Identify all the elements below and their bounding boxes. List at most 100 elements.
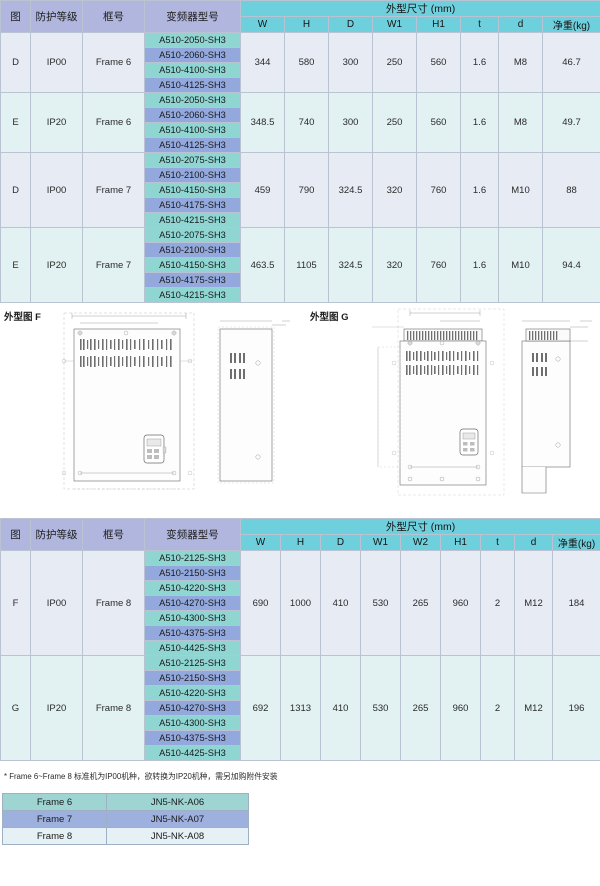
model-number-cell: A510-2060-SH3 [144,107,241,123]
table-row: A510-4175-SH3 [1,272,600,288]
model-number-cell: A510-4270-SH3 [144,700,241,716]
t1-value-4: 760 [416,152,461,228]
table-row: A510-2100-SH3 [1,242,600,258]
model-number-cell: A510-2150-SH3 [144,670,241,686]
t2-value-3: 530 [360,655,401,761]
table-row: A510-4425-SH3 [1,745,600,761]
t1-value-0: 463.5 [240,227,285,303]
t1-figure-cell: D [0,152,31,228]
outline-drawing-g [372,308,592,496]
model-number-cell: A510-4425-SH3 [144,640,241,656]
t1-header-h1: H1 [416,16,461,33]
t1-value-0: 348.5 [240,92,285,153]
t2-value-1: 1313 [280,655,321,761]
t1-value-1: 1105 [284,227,329,303]
t1-value-5: 1.6 [460,152,499,228]
model-number-cell: A510-4100-SH3 [144,62,241,78]
t2-header-净重kg: 净重(kg) [551,534,600,551]
t1-value-1: 580 [284,32,329,93]
t1-value-0: 344 [240,32,285,93]
t2-header-model: 变频器型号 [144,518,241,551]
t2-header-w1: W1 [360,534,401,551]
t1-value-2: 300 [328,92,373,153]
t2-value-4: 265 [400,550,441,656]
table-row: E IP20 Frame 7 A510-2075-SH3 463.5 1105 324.5 3… [0,227,600,303]
table-row: A510-4100-SH3 [1,62,600,78]
outline-drawings-section: 外型图 F 外型图 G [0,303,600,518]
t1-value-7: 94.4 [541,227,600,303]
accessory-frame-cell: Frame 8 [2,827,107,845]
t1-value-3: 320 [372,227,417,303]
t1-protection-cell: IP20 [30,227,83,303]
t1-header-d: d [498,16,543,33]
table-row: A510-4215-SH3 [1,287,600,303]
t1-figure-cell: E [0,92,31,153]
model-number-cell: A510-4100-SH3 [144,122,241,138]
model-number-cell: A510-4125-SH3 [144,77,241,93]
t2-header-d: d [514,534,553,551]
model-number-cell: A510-2060-SH3 [144,47,241,63]
t1-value-4: 760 [416,227,461,303]
model-number-cell: A510-2075-SH3 [144,227,241,243]
table-row: A510-4150-SH3 [1,257,600,273]
t1-value-6: M8 [498,92,543,153]
model-number-cell: A510-4270-SH3 [144,595,241,611]
table-row: A510-4150-SH3 [1,182,600,198]
t2-value-3: 530 [360,550,401,656]
t2-figure-cell: G [0,655,31,761]
table-row: A510-4425-SH3 [1,640,600,656]
model-number-cell: A510-4150-SH3 [144,182,241,198]
drawing-label-g: 外型图 G [310,312,349,323]
t1-value-5: 1.6 [460,227,499,303]
t1-protection-cell: IP00 [30,32,83,93]
t2-header-frame: 框号 [82,518,145,551]
outline-drawing-f [61,312,290,490]
table-row: A510-4220-SH3 [1,685,600,701]
t1-frame-cell: Frame 6 [82,32,145,93]
t1-value-7: 88 [541,152,600,228]
t2-frame-cell: Frame 8 [82,655,145,761]
t2-value-1: 1000 [280,550,321,656]
table-row: A510-4175-SH3 [1,197,600,213]
t1-value-7: 49.7 [541,92,600,153]
t1-frame-cell: Frame 7 [82,152,145,228]
t1-value-2: 324.5 [328,152,373,228]
t2-value-4: 265 [400,655,441,761]
accessory-code-cell: JN5-NK-A06 [106,793,249,811]
t2-value-5: 960 [440,655,481,761]
t2-value-0: 692 [240,655,281,761]
table-row: D IP00 Frame 6 A510-2050-SH3 344 580 300 250 560… [0,32,600,93]
model-number-cell: A510-2125-SH3 [144,550,241,566]
t1-value-2: 300 [328,32,373,93]
model-number-cell: A510-4215-SH3 [144,212,241,228]
t2-value-8: 184 [551,550,600,656]
t2-frame-cell: Frame 8 [82,550,145,656]
table-row: A510-4375-SH3 [1,730,600,746]
model-number-cell: A510-4150-SH3 [144,257,241,273]
accessory-frame-cell: Frame 7 [2,810,107,828]
model-number-cell: A510-4175-SH3 [144,197,241,213]
t2-header-h1: H1 [440,534,481,551]
table-row: F IP00 Frame 8 A510-2125-SH3 690 1000 410 530 26… [0,550,600,656]
model-number-cell: A510-4425-SH3 [144,745,241,761]
t1-header-frame: 框号 [82,0,145,33]
t1-header-w1: W1 [372,16,417,33]
model-number-cell: A510-4375-SH3 [144,625,241,641]
t2-header-figure: 图 [0,518,31,551]
accessory-row: Frame 7 JN5-NK-A07 [2,810,249,828]
t2-protection-cell: IP20 [30,655,83,761]
t2-value-6: 2 [480,655,515,761]
table-row: D IP00 Frame 7 A510-2075-SH3 459 790 324.5 320 7… [0,152,600,228]
model-number-cell: A510-2050-SH3 [144,32,241,48]
accessory-frame-cell: Frame 6 [2,793,107,811]
t1-value-5: 1.6 [460,92,499,153]
t1-header-figure: 图 [0,0,31,33]
t1-frame-cell: Frame 6 [82,92,145,153]
t2-header-t: t [480,534,515,551]
t2-value-0: 690 [240,550,281,656]
model-number-cell: A510-4215-SH3 [144,287,241,303]
t1-protection-cell: IP20 [30,92,83,153]
t1-value-6: M10 [498,227,543,303]
model-number-cell: A510-4220-SH3 [144,685,241,701]
t1-value-7: 46.7 [541,32,600,93]
